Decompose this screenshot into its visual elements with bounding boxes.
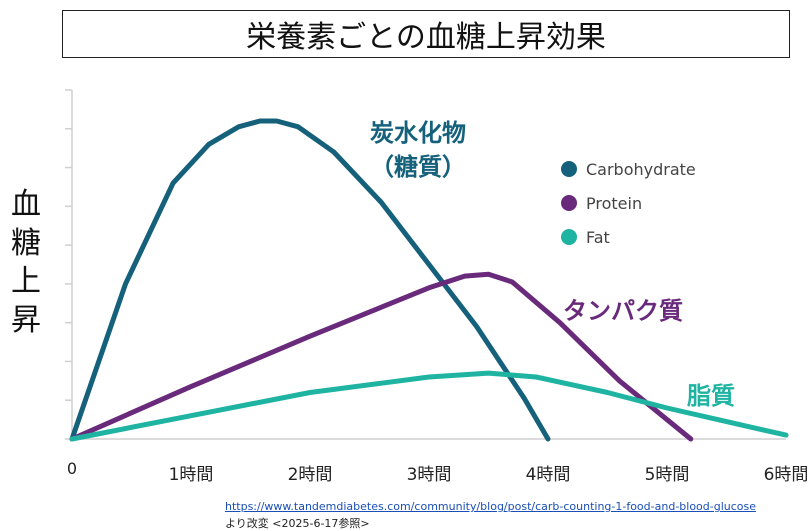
- y-axis-label: 血糖上昇: [11, 187, 41, 338]
- series-label-carbohydrate: （糖質）: [370, 153, 466, 181]
- series-line-fat: [69, 370, 789, 442]
- series-label-carbohydrate: 炭水化物: [370, 119, 466, 147]
- legend-label-carbohydrate: Carbohydrate: [586, 160, 696, 179]
- legend-marker-protein: [561, 195, 577, 211]
- x-tick-label: 5時間: [645, 465, 690, 485]
- x-tick-label: 4時間: [526, 465, 571, 485]
- x-tick-label: 0: [67, 459, 77, 478]
- legend-marker-carbohydrate: [561, 161, 577, 177]
- x-tick-label: 6時間: [764, 465, 809, 485]
- source-link[interactable]: https://www.tandemdiabetes.com/community…: [225, 500, 757, 513]
- series-line-carbohydrate: [69, 118, 551, 442]
- series-label-protein: タンパク質: [563, 297, 683, 325]
- source-note: より改変 <2025-6-17参照>: [225, 517, 370, 530]
- series-label-fat: 脂質: [687, 382, 735, 410]
- chart-title: 栄養素ごとの血糖上昇効果: [62, 10, 790, 58]
- legend-marker-fat: [561, 229, 577, 245]
- x-tick-label: 1時間: [169, 465, 214, 485]
- legend-label-protein: Protein: [586, 194, 642, 213]
- legend-label-fat: Fat: [586, 228, 610, 247]
- x-tick-label: 2時間: [288, 465, 333, 485]
- series-line-protein: [69, 271, 694, 442]
- x-tick-label: 3時間: [407, 465, 452, 485]
